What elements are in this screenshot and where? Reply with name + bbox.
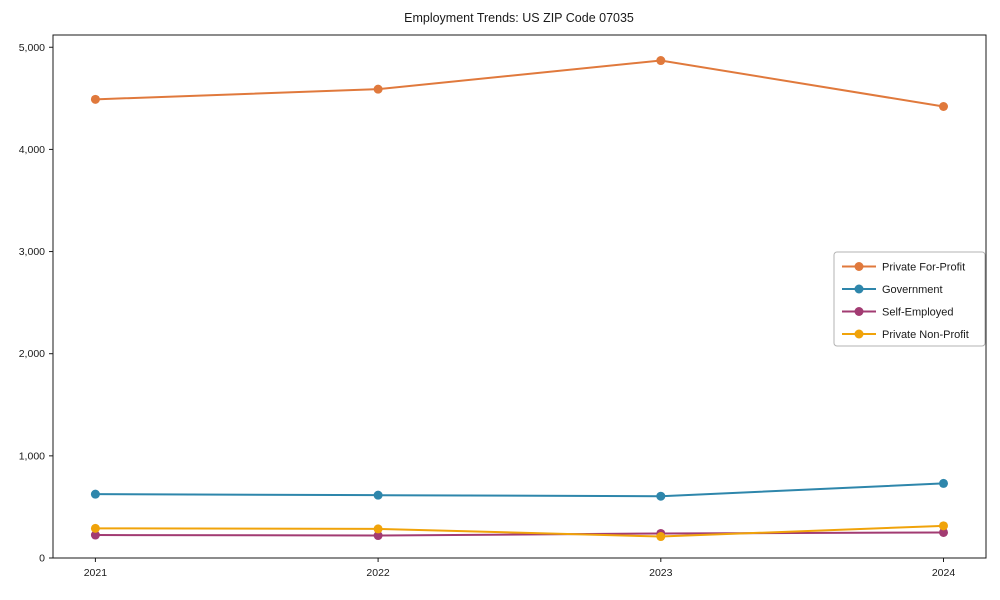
- series-marker-private-for-profit: [656, 56, 666, 66]
- series-marker-private-for-profit: [373, 84, 383, 94]
- series-marker-private-non-profit: [939, 521, 948, 531]
- legend-marker-self-employed: [854, 307, 864, 316]
- series-marker-government: [373, 490, 383, 500]
- y-axis-tick-label: 2,000: [19, 348, 45, 360]
- series-line-government: [94, 482, 945, 498]
- series-marker-government: [90, 489, 100, 499]
- series-marker-private-non-profit: [373, 524, 383, 534]
- y-axis-tick-label: 1,000: [19, 450, 45, 462]
- x-axis-tick-label: 2022: [366, 567, 390, 579]
- series-line-private-for-profit: [94, 59, 945, 108]
- legend-label-self-employed: Self-Employed: [882, 307, 954, 319]
- chart-plot-group: 0 1,000 2,000 3,000 4,000 5,000 2021 2022 2023 20…: [19, 34, 987, 579]
- legend-marker-private-non-profit: [854, 329, 864, 339]
- series-marker-private-for-profit: [90, 94, 100, 104]
- series-line-private-non-profit: [94, 524, 945, 538]
- series-marker-self-employed: [939, 527, 948, 537]
- legend-marker-private-for-profit: [854, 262, 864, 271]
- legend-label-government: Government: [882, 284, 943, 296]
- y-axis-tick-label: 5,000: [19, 42, 45, 54]
- series-marker-private-for-profit: [939, 102, 948, 112]
- chart-title: Employment Trends: US ZIP Code 07035: [404, 11, 634, 25]
- legend-label-private-for-profit: Private For-Profit: [882, 262, 965, 274]
- legend-label-private-non-profit: Private Non-Profit: [882, 329, 969, 341]
- x-axis-tick-label: 2021: [84, 567, 108, 579]
- series-marker-private-non-profit: [656, 532, 666, 542]
- series-marker-private-non-profit: [90, 523, 100, 533]
- legend-box: [833, 251, 986, 347]
- series-marker-government: [939, 478, 948, 488]
- y-axis-tick-label: 0: [39, 553, 45, 565]
- y-axis-tick-label: 4,000: [19, 144, 45, 156]
- series-marker-self-employed: [90, 530, 100, 540]
- series-line-self-employed: [94, 531, 945, 537]
- x-axis-tick-label: 2023: [649, 567, 673, 579]
- plot-spines: [52, 34, 987, 559]
- x-axis-tick-label: 2024: [932, 567, 956, 579]
- y-axis-tick-label: 3,000: [19, 246, 45, 258]
- legend-marker-government: [854, 284, 864, 294]
- series-marker-government: [656, 491, 666, 501]
- series-marker-self-employed: [373, 531, 383, 541]
